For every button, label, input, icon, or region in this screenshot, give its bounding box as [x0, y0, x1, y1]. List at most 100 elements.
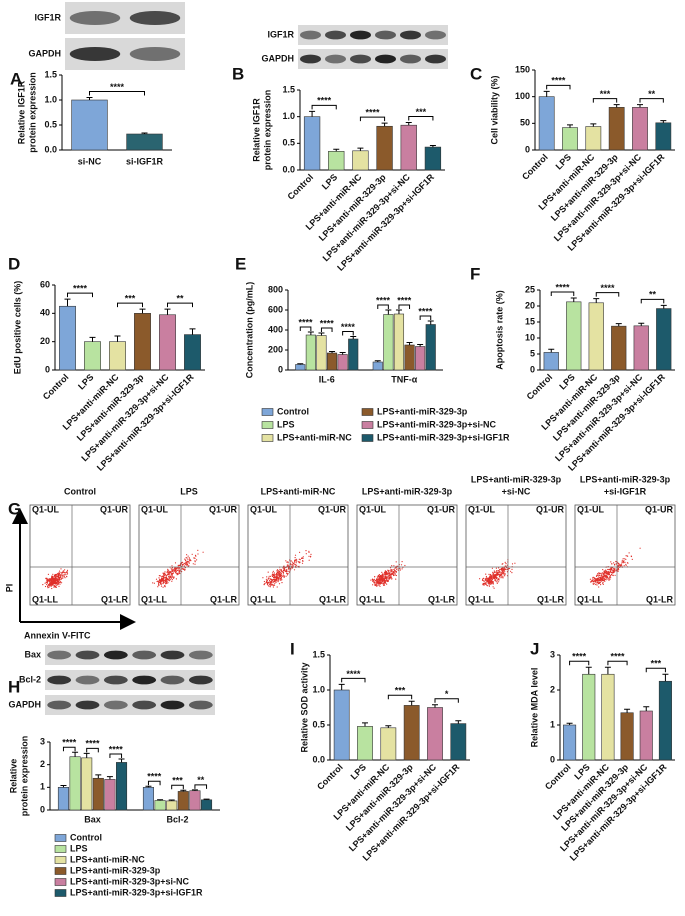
flow-frame [465, 504, 567, 606]
flow-dot [607, 578, 609, 580]
flow-dot [166, 574, 168, 576]
flow-dot [385, 576, 387, 578]
bar [393, 313, 405, 371]
error-bar [604, 666, 611, 675]
flow-dot [183, 563, 185, 565]
x-tick-label: Control [525, 372, 555, 402]
flow-dot [55, 579, 57, 581]
blot-band [160, 700, 185, 710]
y-tick-label: 400 [268, 324, 283, 334]
y-axis-label: Apoptosis rate (%) [494, 290, 504, 370]
bar [201, 799, 213, 811]
flow-dot [375, 580, 377, 582]
flow-dot [273, 576, 275, 578]
quadrant-label: Q1-LR [537, 594, 565, 604]
flow-dot [620, 563, 623, 565]
blot-band [300, 54, 321, 64]
sig-label: ** [648, 89, 656, 99]
blot-label: GAPDH [8, 699, 41, 709]
flow-dot [66, 573, 69, 575]
flow-dot [491, 581, 493, 583]
flow-dot [160, 583, 162, 585]
flow-dot [64, 577, 66, 579]
flow-dot [404, 564, 406, 567]
flow-dot [162, 577, 165, 579]
flow-dot [288, 565, 290, 567]
flow-dot [157, 580, 160, 583]
flow-dot [377, 582, 380, 584]
error-bar [106, 776, 113, 780]
flow-dot [384, 570, 386, 572]
y-tick-label: 1.5 [282, 84, 295, 94]
blot-band [69, 46, 121, 62]
flow-dot [384, 577, 386, 579]
flow-dot [196, 559, 198, 561]
bar [404, 344, 415, 371]
flow-dot [503, 569, 506, 571]
y-tick-label: 25 [525, 284, 535, 294]
flow-dot [394, 573, 396, 576]
flow-dot [51, 581, 53, 583]
y-tick-label: 15 [525, 316, 535, 326]
flow-dot [378, 584, 380, 587]
flow-dot [392, 570, 394, 573]
flow-dot [167, 582, 169, 584]
flow-dot [600, 579, 602, 581]
flow-dot [375, 584, 377, 587]
error-bar [203, 798, 210, 800]
legend-label: Control [70, 832, 102, 842]
legend-label: Control [277, 406, 309, 416]
flow-dot [63, 576, 65, 578]
flow-dot [386, 578, 388, 581]
flow-dot [388, 572, 390, 574]
flow-dot [497, 578, 499, 581]
x-tick-label: si-NC [78, 156, 102, 166]
flow-dot [155, 578, 158, 580]
flow-dot [503, 567, 505, 569]
flow-dot [282, 573, 285, 575]
flow-dot [625, 564, 627, 566]
flow-dot [598, 586, 600, 588]
flow-dot [158, 577, 160, 579]
flow-dot [391, 571, 393, 573]
flow-dot [492, 571, 494, 574]
flow-dot [161, 578, 163, 580]
sig-label: *** [395, 686, 406, 696]
flow-dot [502, 570, 504, 573]
flow-dot [614, 570, 616, 572]
flow-dot [280, 573, 282, 575]
flow-dot [157, 586, 159, 588]
flow-dot [388, 571, 390, 573]
flow-dot [166, 571, 168, 573]
flow-dot [602, 582, 604, 584]
error-bar [662, 673, 669, 682]
error-bar [417, 344, 424, 347]
y-tick-label: 20 [525, 300, 535, 310]
flow-dot [47, 578, 50, 580]
flow-dot [502, 568, 504, 571]
sig-label: **** [600, 283, 615, 293]
sig-bracket [645, 667, 666, 673]
sig-label: *** [600, 89, 611, 99]
sig-label: **** [341, 322, 356, 332]
x-tick-label: Control [543, 762, 573, 792]
x-tick-label: si-IGF1R [126, 156, 164, 166]
flow-dot [491, 567, 493, 569]
flow-dot [597, 576, 600, 578]
flow-dot [605, 573, 608, 575]
flow-dot [395, 578, 397, 580]
flow-dot [184, 568, 186, 571]
error-bar [429, 144, 436, 148]
flow-dot [617, 570, 619, 572]
error-bar [191, 789, 198, 791]
flow-dot [376, 577, 378, 580]
flow-dot [394, 569, 396, 572]
flow-dot [44, 585, 47, 588]
y-tick-label: 100 [515, 91, 530, 101]
bar [328, 151, 345, 171]
flow-dot [277, 574, 279, 576]
blot-band [375, 54, 396, 64]
flow-dot [502, 576, 504, 578]
flow-dot [610, 568, 612, 570]
panel-label: E [235, 254, 246, 273]
